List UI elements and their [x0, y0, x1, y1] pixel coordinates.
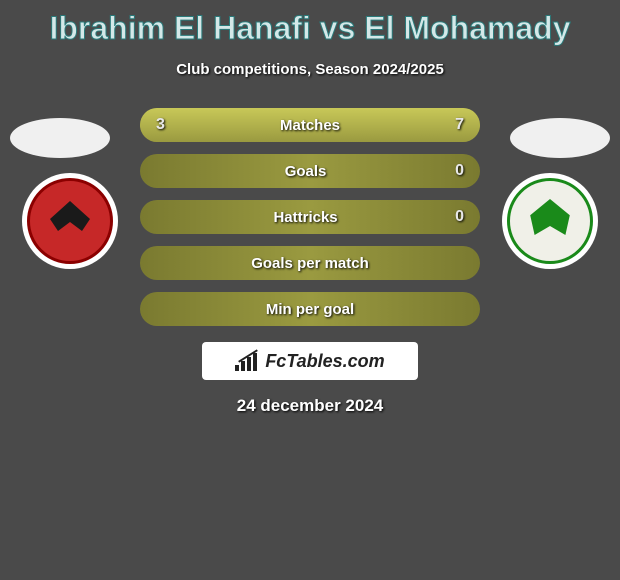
eagle-icon [50, 201, 90, 241]
stat-label: Min per goal [266, 301, 354, 318]
comparison-date: 24 december 2024 [0, 396, 620, 416]
club-badge-left [22, 173, 118, 269]
stat-label: Hattricks [273, 209, 337, 226]
stat-label: Goals [285, 163, 327, 180]
stat-right-value: 7 [455, 116, 464, 134]
comparison-title: Ibrahim El Hanafi vs El Mohamady [0, 0, 620, 47]
stat-fill-right [242, 108, 480, 142]
flag-right [510, 118, 610, 158]
stat-right-value: 0 [455, 162, 464, 180]
stat-left-value: 3 [156, 116, 165, 134]
fctables-logo[interactable]: FcTables.com [202, 342, 418, 380]
comparison-subtitle: Club competitions, Season 2024/2025 [0, 61, 620, 78]
club-badge-right [502, 173, 598, 269]
stat-row-matches: 3 Matches 7 [140, 108, 480, 142]
stat-row-goals: Goals 0 [140, 154, 480, 188]
stat-label: Goals per match [251, 255, 369, 272]
stat-row-mpg: Min per goal [140, 292, 480, 326]
falcon-icon [528, 199, 572, 243]
stat-row-hattricks: Hattricks 0 [140, 200, 480, 234]
stat-row-gpm: Goals per match [140, 246, 480, 280]
stat-right-value: 0 [455, 208, 464, 226]
logo-text: FcTables.com [265, 351, 384, 372]
flag-left [10, 118, 110, 158]
stat-label: Matches [280, 117, 340, 134]
chart-icon [235, 351, 259, 371]
